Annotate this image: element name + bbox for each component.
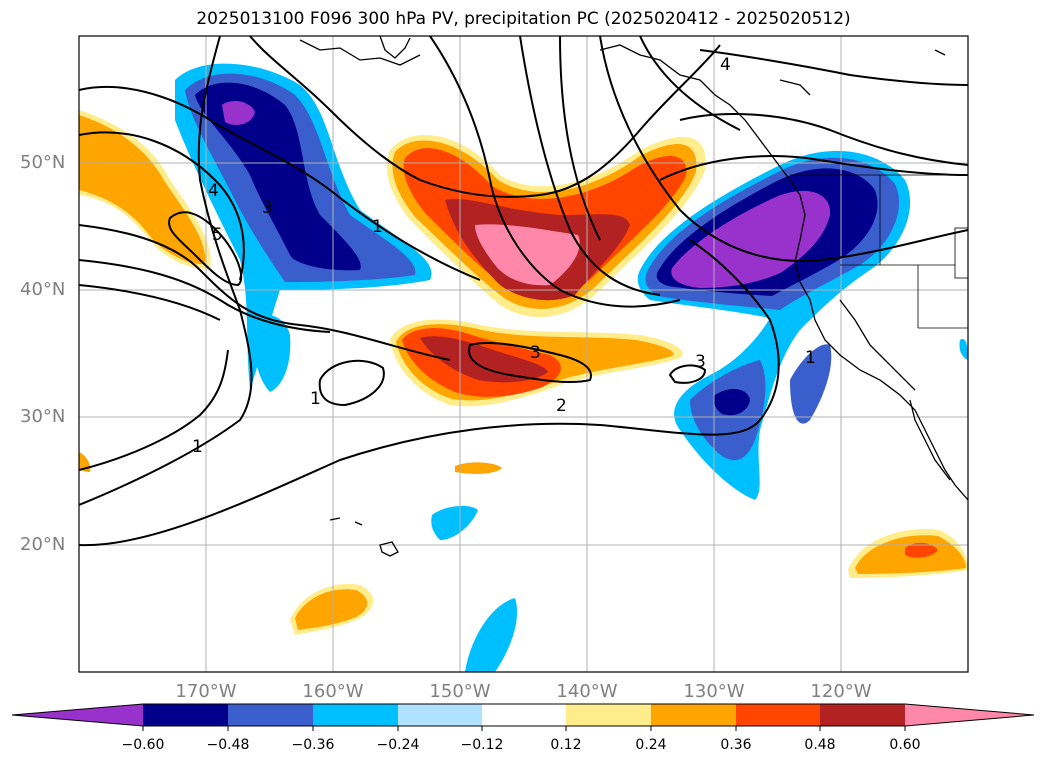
colorbar-label: −0.12 — [460, 737, 504, 753]
pv-contours — [79, 36, 968, 547]
colorbar-label: −0.24 — [376, 737, 420, 753]
colorbar-label: −0.48 — [206, 737, 250, 753]
colorbar-segment — [820, 704, 905, 726]
pv-label: 5 — [212, 225, 223, 245]
pv-label: 1 — [192, 437, 203, 457]
precip-shading — [79, 63, 968, 672]
lat-label: 40°N — [20, 279, 66, 300]
lon-label: 170°W — [175, 681, 237, 702]
colorbar-label: 0.36 — [720, 737, 752, 753]
plot-frame — [78, 35, 969, 673]
pv-label: 4 — [208, 181, 219, 201]
precip-positive-small — [455, 462, 502, 474]
pv-label: 1 — [310, 389, 321, 409]
pv-label: 1 — [372, 217, 383, 237]
pv-label: 3 — [695, 352, 706, 372]
colorbar-label: 0.60 — [889, 737, 921, 753]
pv-label: 2 — [556, 396, 567, 416]
lat-label: 20°N — [20, 534, 66, 555]
pv-label: 1 — [805, 348, 816, 368]
colorbar-segment — [313, 704, 398, 726]
colorbar-label: −0.60 — [121, 737, 165, 753]
colorbar-label: −0.36 — [291, 737, 335, 753]
pv-label: 4 — [720, 55, 731, 75]
colorbar-segment — [398, 704, 482, 726]
colorbar — [11, 703, 1035, 731]
precip-negative-south — [465, 598, 518, 672]
lon-label: 140°W — [556, 681, 618, 702]
pv-label: 3 — [262, 198, 273, 218]
lat-label: 50°N — [20, 152, 66, 173]
colorbar-segment — [228, 704, 313, 726]
map-title: 2025013100 F096 300 hPa PV, precipitatio… — [196, 9, 851, 29]
precip-negative-hawaii — [431, 505, 478, 540]
graticule — [79, 36, 968, 672]
colorbar-segment — [736, 704, 820, 726]
colorbar-label: 0.48 — [804, 737, 836, 753]
pv-label: 3 — [530, 343, 541, 363]
lon-label: 130°W — [683, 681, 745, 702]
colorbar-segment — [566, 704, 651, 726]
colorbar-segment — [143, 704, 228, 726]
pv-labels: 1 1 1 2 3 3 3 4 4 5 1 — [192, 55, 816, 457]
colorbar-label: 0.12 — [550, 737, 582, 753]
lon-label: 150°W — [429, 681, 491, 702]
colorbar-label: 0.24 — [635, 737, 667, 753]
colorbar-segment — [482, 704, 566, 726]
lon-label: 120°W — [810, 681, 872, 702]
coastlines — [299, 36, 968, 557]
colorbar-segment — [651, 704, 736, 726]
colorbar-extend-low — [12, 704, 143, 726]
colorbar-extend-high — [905, 704, 1034, 726]
lon-label: 160°W — [302, 681, 364, 702]
lat-label: 30°N — [20, 406, 66, 427]
